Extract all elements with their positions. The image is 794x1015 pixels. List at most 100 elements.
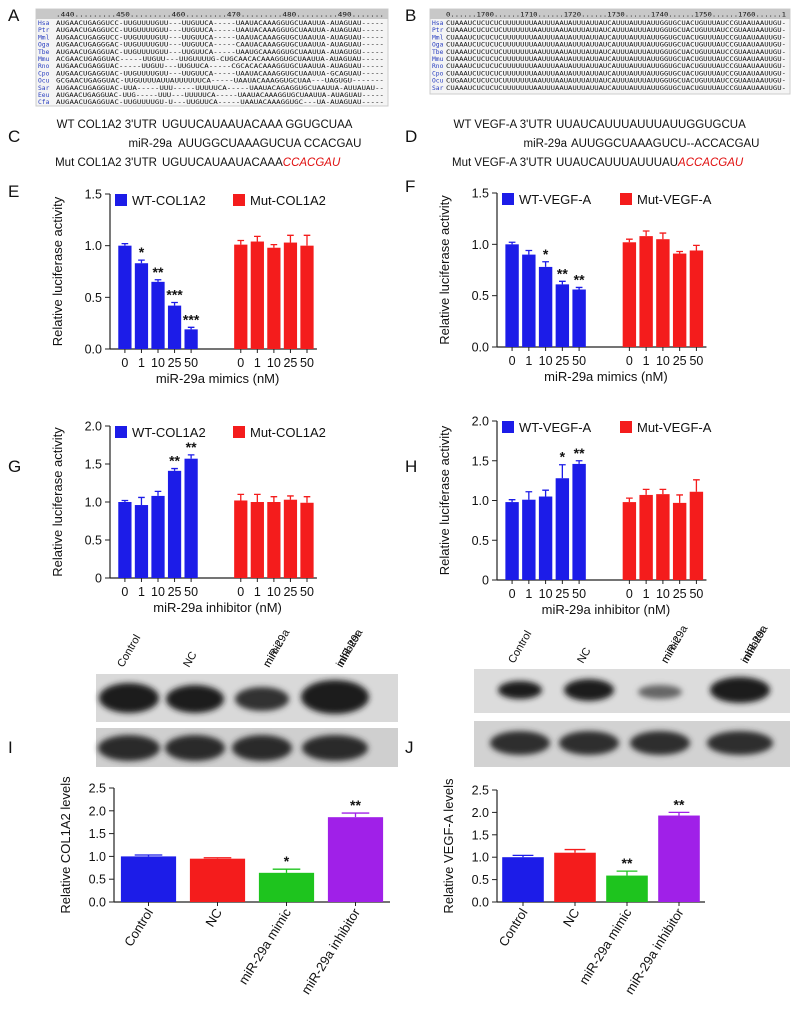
alignment-ruler: 0......1700......1710......1720......173… <box>446 12 786 19</box>
x-tick-label: 1 <box>643 587 650 601</box>
species: Mmu <box>38 56 50 63</box>
y-axis-label: Relative luciferase activity <box>50 196 65 346</box>
bar <box>555 478 570 580</box>
error-bar <box>254 235 261 242</box>
bar <box>250 241 264 349</box>
sequence: CUAAAUCUCUCUCUUUUUUUAAUUUAAUAUUUAUUAUCAU… <box>446 56 786 63</box>
error-bar <box>154 279 162 282</box>
y-tick-label: 1.5 <box>85 458 102 472</box>
bar <box>622 502 637 580</box>
bar <box>522 254 536 347</box>
x-tick-label: miR-29a mimic <box>235 905 294 987</box>
alignment-ruler-bar <box>36 9 388 19</box>
x-tick-label: miR-29a inhibitor <box>298 905 363 997</box>
significance: ** <box>674 796 685 812</box>
species: Tbe <box>432 49 444 56</box>
blot-column-label: Control <box>115 633 143 670</box>
sequence: CUAAAUCUCUCUCUUUUUUUAAUUUAAUAUUUAUUAUCAU… <box>446 20 786 27</box>
y-axis-label: Relative luciferase activity <box>50 427 65 577</box>
error-bar <box>668 811 690 816</box>
bar <box>639 494 653 580</box>
x-tick-label: 50 <box>572 587 586 601</box>
x-tick-label: 10 <box>539 587 553 601</box>
x-tick-label: 25 <box>555 587 569 601</box>
western-blot <box>96 674 398 767</box>
bar <box>167 470 182 578</box>
error-bar <box>272 868 301 873</box>
x-tick-label: 1 <box>138 356 145 370</box>
error-bar <box>154 490 162 496</box>
blot-column-label: mimic <box>261 638 286 669</box>
panel-label: C <box>8 127 20 146</box>
legend-label: Mut-COL1A2 <box>250 425 326 440</box>
error-bar <box>134 854 163 857</box>
species: Oga <box>432 42 444 49</box>
error-bar <box>626 497 633 503</box>
error-bar <box>575 460 583 464</box>
bar <box>189 858 246 902</box>
bar <box>672 502 687 580</box>
sequence: UUAUCAUUUAUUUAU <box>556 157 678 169</box>
x-tick-label: 1 <box>138 585 145 599</box>
panel-label: D <box>405 127 417 146</box>
blot-column-label: Control <box>506 629 534 666</box>
x-tick-label: NC <box>560 906 583 930</box>
bar <box>184 458 198 578</box>
species: Oga <box>38 42 50 49</box>
y-tick-label: 2.5 <box>472 784 489 798</box>
panel-label: J <box>405 738 414 757</box>
y-tick-label: 1.0 <box>472 851 489 865</box>
x-tick-label: 10 <box>539 354 553 368</box>
blot-column-label: NC <box>181 650 199 670</box>
bar <box>622 242 637 347</box>
panel-label: G <box>8 457 21 476</box>
species: Mml <box>38 34 50 41</box>
error-bar <box>121 242 129 246</box>
error-bar <box>270 243 278 248</box>
x-tick-label: 25 <box>283 585 297 599</box>
y-tick-label: 0.5 <box>85 534 102 548</box>
y-axis-label: Relative COL1A2 levels <box>58 776 73 914</box>
error-bar <box>659 232 667 240</box>
sequence: AUUGGCUAAAGUCU--ACCACGAU <box>571 138 760 150</box>
bar <box>120 856 177 902</box>
x-tick-label: 10 <box>267 356 281 370</box>
x-tick-label: 10 <box>656 354 670 368</box>
species: Mmu <box>432 56 444 63</box>
alignment-box <box>35 8 389 107</box>
error-bar <box>642 230 650 237</box>
significance: * <box>139 244 145 260</box>
y-tick-label: 1.0 <box>472 238 489 252</box>
site-label: Mut VEGF-A 3'UTR <box>452 157 552 169</box>
sequence: AUGAACUGAGGUAC-UUGUUUUGUU---UUGUUCA-----… <box>56 70 384 77</box>
bar <box>151 495 165 578</box>
error-bar <box>508 241 516 245</box>
error-bar <box>203 857 232 859</box>
legend-label: Mut-VEGF-A <box>637 420 712 435</box>
species: Cpo <box>38 70 50 77</box>
species: Cfa <box>38 99 50 106</box>
legend-swatch <box>115 194 127 206</box>
y-tick-label: 0.5 <box>85 291 102 305</box>
y-axis-label: Relative luciferase activity <box>437 195 452 345</box>
panel-label: F <box>405 177 415 196</box>
significance: ** <box>153 264 164 280</box>
bar <box>639 236 653 347</box>
error-bar <box>508 499 516 503</box>
error-bar <box>121 499 129 502</box>
bar <box>134 263 149 349</box>
bar <box>300 245 314 349</box>
y-tick-label: 2.0 <box>89 804 106 818</box>
bar <box>283 499 298 578</box>
species: Eeu <box>38 92 50 99</box>
y-tick-label: 2.0 <box>472 806 489 820</box>
y-tick-label: 0 <box>482 574 489 588</box>
legend-label: Mut-COL1A2 <box>250 193 326 208</box>
bar <box>505 244 519 347</box>
site-label: WT COL1A2 3'UTR <box>57 119 157 131</box>
panel-label: E <box>8 182 19 201</box>
site-label: Mut COL1A2 3'UTR <box>55 157 157 169</box>
bar <box>327 817 384 902</box>
species: Sar <box>432 85 444 92</box>
y-tick-label: 0.0 <box>89 896 106 910</box>
